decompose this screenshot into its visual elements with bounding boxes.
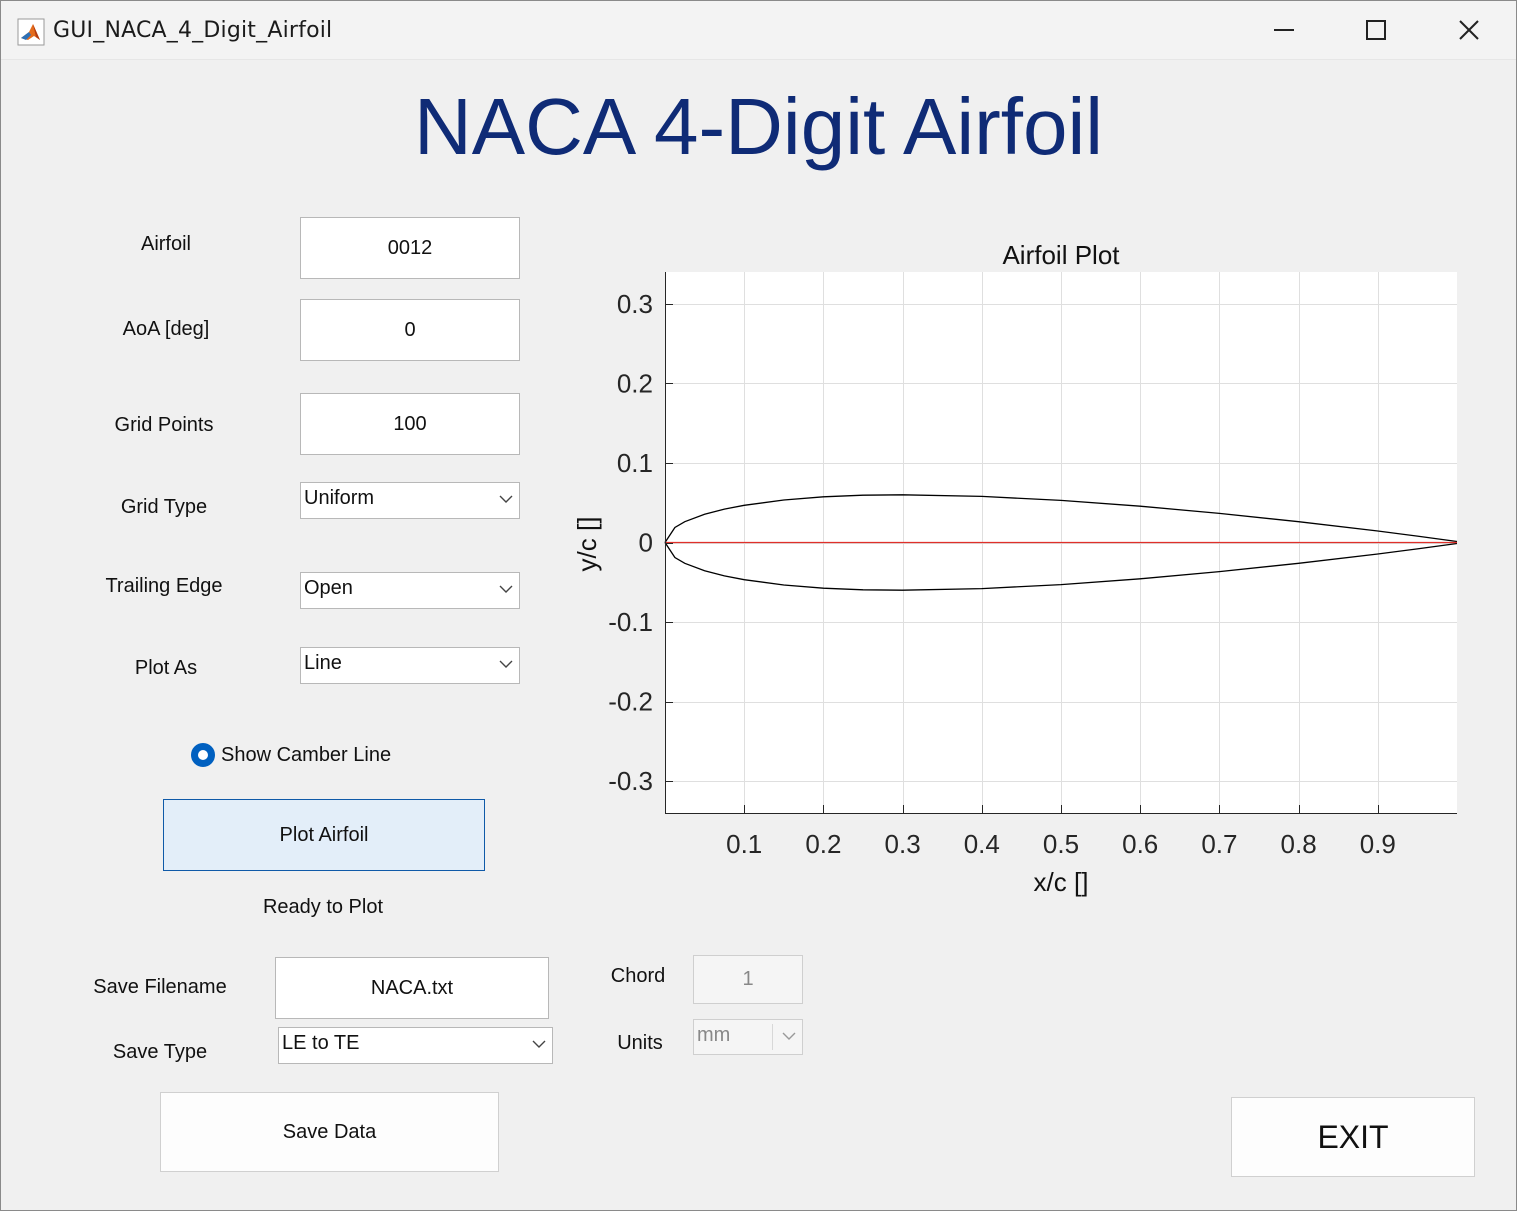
save-type-select[interactable]: LE to TE <box>278 1027 553 1064</box>
x-tick-label: 0.7 <box>1201 829 1237 859</box>
units-label: Units <box>617 1032 663 1054</box>
trailing-edge-select[interactable]: Open <box>300 572 520 609</box>
chevron-down-icon <box>499 495 513 503</box>
airfoil-label: Airfoil <box>140 233 191 255</box>
x-tick-label: 0.1 <box>726 829 762 859</box>
upper-surface-line <box>664 494 1458 543</box>
aoa-label: AoA [deg] <box>122 318 210 340</box>
x-tick-label: 0.9 <box>1360 829 1396 859</box>
maximize-button[interactable] <box>1331 1 1421 59</box>
save-filename-input[interactable]: NACA.txt <box>275 957 549 1019</box>
minimize-icon <box>1274 29 1294 31</box>
grid-lines <box>665 272 1457 813</box>
grid-points-input[interactable]: 100 <box>300 393 520 455</box>
y-tick-label: -0.1 <box>608 607 653 637</box>
close-icon <box>1459 20 1479 40</box>
x-tick-label: 0.2 <box>805 829 841 859</box>
close-button[interactable] <box>1424 1 1514 59</box>
chart-title: Airfoil Plot <box>1002 240 1120 270</box>
save-filename-label: Save Filename <box>93 976 227 998</box>
maximize-icon <box>1366 20 1386 40</box>
y-tick-label: -0.3 <box>608 766 653 796</box>
chord-input[interactable]: 1 <box>693 955 803 1004</box>
plot-as-select[interactable]: Line <box>300 647 520 684</box>
y-tick-label: 0.2 <box>617 368 653 398</box>
chevron-down-icon <box>499 585 513 593</box>
show-camber-label[interactable]: Show Camber Line <box>221 744 392 766</box>
y-axis-label: y/c [] <box>572 517 602 572</box>
chevron-down-icon <box>782 1032 796 1040</box>
radio-dot <box>198 750 208 760</box>
chord-label: Chord <box>610 965 666 987</box>
aoa-input[interactable]: 0 <box>300 299 520 361</box>
plot-area <box>665 272 1457 813</box>
units-select[interactable]: mm <box>693 1019 803 1055</box>
series-group <box>664 494 1458 591</box>
y-tick-label: 0.3 <box>617 289 653 319</box>
x-tick-label: 0.5 <box>1043 829 1079 859</box>
tick-marks <box>665 304 1379 813</box>
page-title: NACA 4-Digit Airfoil <box>413 82 1104 171</box>
chevron-down-icon <box>532 1040 546 1048</box>
save-data-button[interactable]: Save Data <box>160 1092 499 1172</box>
chevron-down-icon <box>499 660 513 668</box>
grid-type-select[interactable]: Uniform <box>300 482 520 519</box>
x-tick-label: 0.3 <box>885 829 921 859</box>
x-tick-label: 0.6 <box>1122 829 1158 859</box>
plot-as-value: Line <box>304 652 342 674</box>
airfoil-input[interactable]: 0012 <box>300 217 520 279</box>
save-type-value: LE to TE <box>282 1032 360 1054</box>
x-tick-label: 0.4 <box>964 829 1000 859</box>
x-tick-label: 0.8 <box>1281 829 1317 859</box>
grid-points-label: Grid Points <box>114 414 214 436</box>
grid-type-label: Grid Type <box>120 496 208 518</box>
y-tick-label: 0.1 <box>617 448 653 478</box>
plot-airfoil-button[interactable]: Plot Airfoil <box>163 799 485 871</box>
plot-as-label: Plot As <box>134 657 198 679</box>
y-tick-label: 0 <box>639 528 653 558</box>
grid-type-value: Uniform <box>304 487 375 509</box>
lower-surface-line <box>664 542 1458 591</box>
save-type-label: Save Type <box>112 1041 208 1063</box>
window-title: GUI_NACA_4_Digit_Airfoil <box>53 18 333 43</box>
status-text: Ready to Plot <box>262 896 384 918</box>
trailing-edge-label: Trailing Edge <box>105 575 223 597</box>
minimize-button[interactable] <box>1239 1 1329 59</box>
show-camber-radio[interactable] <box>191 743 215 767</box>
x-axis-label: x/c [] <box>1034 867 1089 897</box>
trailing-edge-value: Open <box>304 577 353 599</box>
title-bar: GUI_NACA_4_Digit_Airfoil <box>1 1 1516 60</box>
matlab-icon <box>17 18 45 46</box>
y-tick-label: -0.2 <box>608 687 653 717</box>
exit-button[interactable]: EXIT <box>1231 1097 1475 1177</box>
units-value: mm <box>697 1024 731 1046</box>
tick-labels: 0.1 0.2 0.3 0.4 0.5 0.6 0.7 0.8 0.9 -0.3 -0.2 -0.1 0… <box>608 289 1396 859</box>
